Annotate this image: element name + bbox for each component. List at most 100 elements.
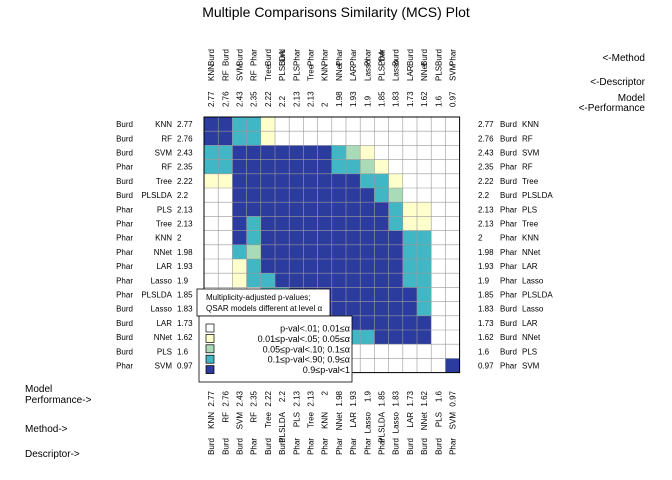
right-performance-label: 1.6 — [478, 347, 490, 356]
heatmap-cell — [232, 188, 247, 203]
top-descriptor-label: Burd — [221, 49, 230, 66]
heatmap-cell — [360, 358, 375, 373]
heatmap-cell — [303, 259, 318, 274]
heatmap-cell — [331, 230, 346, 245]
heatmap-cell — [260, 216, 275, 231]
top-method-label: PLSLDA — [278, 50, 287, 81]
right-descriptor-label: Burd — [500, 177, 517, 186]
heatmap-cell — [374, 358, 389, 373]
left-performance-label: 1.85 — [177, 291, 193, 300]
heatmap-cell — [445, 301, 460, 316]
heatmap-cell — [346, 273, 361, 288]
heatmap-cell — [445, 273, 460, 288]
left-performance-label: 2.76 — [177, 134, 193, 143]
left-method-label: Lasso — [151, 305, 173, 314]
heatmap-cell — [204, 117, 219, 132]
heatmap-cell — [346, 216, 361, 231]
bottom-descriptor-label: Phar — [292, 438, 301, 455]
heatmap-cell — [388, 344, 403, 359]
heatmap-cell — [445, 358, 460, 373]
heatmap-cell — [218, 273, 233, 288]
heatmap-cell — [317, 173, 332, 188]
left-descriptor-label: Burd — [116, 149, 133, 158]
heatmap-cell — [218, 202, 233, 217]
left-performance-label: 1.93 — [177, 262, 193, 271]
right-performance-label: 2.22 — [478, 177, 494, 186]
top-performance-label: 1.83 — [392, 91, 401, 107]
heatmap-cell — [204, 230, 219, 245]
heatmap-cell — [260, 230, 275, 245]
right-method-label: PLSLDA — [522, 191, 553, 200]
heatmap-cell — [331, 287, 346, 302]
bottom-descriptor-label: Phar — [250, 438, 259, 455]
heatmap-cell — [431, 173, 446, 188]
bottom-axis-labels: 2.77 KNN Burd 2.76 RF Burd 2.43 SVM Burd 2.35 RF Ph… — [207, 390, 457, 454]
heatmap-cell — [289, 202, 304, 217]
heatmap-cell — [417, 117, 432, 132]
legend-title: Multiplicity-adjusted p-values; — [206, 293, 311, 302]
heatmap-cell — [374, 244, 389, 259]
bottom-method-label: PLSLDA — [378, 411, 387, 442]
right-performance-label: 2.2 — [478, 191, 490, 200]
heatmap-cell — [275, 216, 290, 231]
heatmap-cell — [246, 259, 261, 274]
heatmap-cell — [388, 202, 403, 217]
heatmap-cell — [445, 287, 460, 302]
bottom-performance-label: 1.6 — [434, 390, 443, 402]
left-descriptor-label: Burd — [116, 305, 133, 314]
heatmap-cell — [289, 145, 304, 160]
heatmap-cell — [246, 131, 261, 146]
heatmap-cell — [388, 301, 403, 316]
heatmap-cell — [331, 159, 346, 174]
top-descriptor-label: Burd — [434, 49, 443, 66]
heatmap-cell — [445, 216, 460, 231]
heatmap-cell — [204, 244, 219, 259]
bottom-method-label: Lasso — [392, 411, 401, 433]
right-method-label: PLS — [522, 347, 537, 356]
heatmap-cell — [417, 216, 432, 231]
heatmap-cell — [402, 315, 417, 330]
left-method-label: RF — [161, 134, 172, 143]
top-descriptor-label: Burd — [420, 49, 429, 66]
heatmap-cell — [303, 159, 318, 174]
heatmap-cell — [431, 259, 446, 274]
heatmap-cell — [289, 159, 304, 174]
top-performance-label: 2 — [321, 102, 330, 107]
heatmap-cell — [260, 173, 275, 188]
bottom-performance-label: 2.76 — [221, 390, 230, 406]
left-descriptor-label: Phar — [116, 362, 133, 371]
legend-swatch — [205, 334, 215, 343]
right-method-label: Tree — [522, 220, 539, 229]
heatmap-cell — [232, 202, 247, 217]
heatmap-cell — [374, 330, 389, 345]
heatmap-cell — [289, 244, 304, 259]
heatmap-cell — [374, 315, 389, 330]
bottom-performance-label: 1.85 — [378, 390, 387, 406]
heatmap-cell — [204, 173, 219, 188]
top-method-label: RF — [250, 70, 259, 81]
bottom-descriptor-label: Phar — [378, 438, 387, 455]
left-method-label: PLSLDA — [141, 191, 172, 200]
heatmap-cell — [431, 344, 446, 359]
left-method-label: PLS — [157, 205, 172, 214]
top-performance-label: 2.2 — [278, 95, 287, 107]
bottom-performance-label: 1.93 — [349, 390, 358, 406]
right-performance-label: 1.98 — [478, 248, 494, 257]
heatmap-cell — [402, 259, 417, 274]
right-method-label: SVM — [522, 362, 540, 371]
heatmap-cell — [388, 188, 403, 203]
left-method-label: PLS — [157, 347, 172, 356]
heatmap-cell — [232, 259, 247, 274]
right-performance-label: 2.76 — [478, 134, 494, 143]
top-descriptor-label: Burd — [236, 49, 245, 66]
bottom-descriptor-label: Phar — [363, 438, 372, 455]
top-performance-label: 1.9 — [363, 95, 372, 107]
top-performance-label: 2.76 — [221, 91, 230, 107]
heatmap-cell — [204, 259, 219, 274]
heatmap-cell — [260, 188, 275, 203]
heatmap-cell — [218, 216, 233, 231]
top-descriptor-label: Phar — [321, 49, 330, 66]
heatmap-cell — [445, 202, 460, 217]
heatmap-cell — [388, 315, 403, 330]
bottom-method-label: SVM — [236, 412, 245, 430]
